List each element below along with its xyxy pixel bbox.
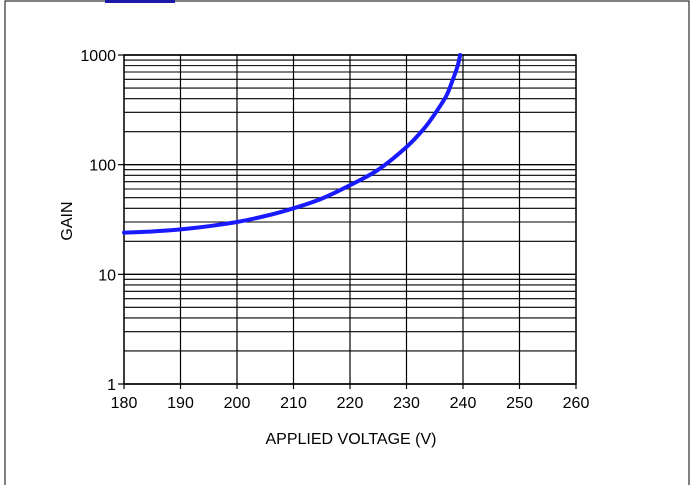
y-tick-labels: 1 10 100 1000 (80, 48, 116, 394)
x-tick-label: 210 (280, 395, 307, 412)
y-tick-label: 1000 (80, 48, 116, 65)
x-tick-label: 180 (111, 395, 138, 412)
x-tick-label: 190 (167, 395, 194, 412)
x-tick-label: 240 (450, 395, 477, 412)
x-tick-label: 220 (337, 395, 364, 412)
plot-area (118, 54, 577, 389)
x-tick-labels: 180 190 200 210 220 230 240 250 260 (111, 395, 590, 412)
x-axis-title: APPLIED VOLTAGE (V) (265, 431, 436, 448)
figure-frame (4, 0, 690, 485)
y-tick-label: 100 (89, 158, 116, 175)
x-tick-label: 200 (224, 395, 251, 412)
grid (123, 54, 577, 385)
y-tick-label: 10 (98, 267, 116, 284)
gain-curve (122, 53, 463, 235)
x-tick-label: 250 (506, 395, 533, 412)
x-tick-label: 230 (393, 395, 420, 412)
series-group (122, 53, 463, 235)
x-tick-label: 260 (563, 395, 590, 412)
y-tick-label: 1 (107, 377, 116, 394)
heading-fragment (105, 0, 175, 3)
y-axis-title: GAIN (59, 201, 76, 240)
